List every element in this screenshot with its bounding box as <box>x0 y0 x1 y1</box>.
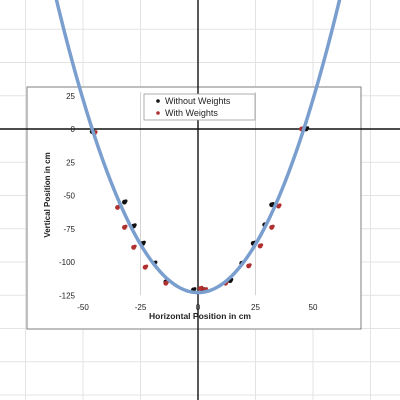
fit-curve <box>54 0 342 295</box>
data-point-error-with-weights <box>278 203 282 207</box>
y-tick-label: -50 <box>63 192 75 201</box>
y-axis-label: Vertical Position in cm <box>43 152 52 237</box>
legend-label-with-weights: With Weights <box>165 108 218 118</box>
data-point-error-with-weights <box>124 224 128 228</box>
data-point-error-with-weights <box>133 244 137 248</box>
data-point-error-without-weights <box>306 126 310 130</box>
x-axis-label: Horizontal Position in cm <box>149 311 251 321</box>
x-tick-label: -50 <box>77 303 89 312</box>
y-tick-label: 25 <box>66 92 75 101</box>
x-tick-label: 50 <box>309 303 318 312</box>
legend-marker-without-weights <box>156 99 160 103</box>
tick-labels: -50 -25 0 25 50 25 0 25 -50 -75 -100 -125 <box>59 92 318 312</box>
data-point-error-with-weights <box>271 224 275 228</box>
data-point-error-without-weights <box>124 199 128 203</box>
y-tick-label: 0 <box>71 125 76 134</box>
legend: Without Weights With Weights <box>143 93 256 121</box>
x-tick-label: 25 <box>251 303 260 312</box>
data-point-error-with-weights <box>260 243 264 247</box>
y-tick-label: -100 <box>59 258 76 267</box>
data-point-error-without-weights <box>133 223 137 227</box>
data-point-error-with-weights <box>145 264 149 268</box>
legend-marker-with-weights <box>156 111 160 115</box>
x-tick-label: 0 <box>196 303 201 312</box>
data-point-error-without-weights <box>142 240 146 244</box>
y-tick-label: -75 <box>63 225 75 234</box>
plot-gridlines <box>140 92 256 296</box>
data-point-error-with-weights <box>248 263 252 267</box>
legend-box <box>143 93 256 121</box>
legend-label-without-weights: Without Weights <box>165 96 231 106</box>
x-tick-label: -25 <box>135 303 147 312</box>
data-point-error-with-weights <box>200 285 204 289</box>
y-tick-label: 25 <box>66 158 75 167</box>
data-point-error-without-weights <box>193 287 197 291</box>
y-tick-label: -125 <box>59 291 76 300</box>
